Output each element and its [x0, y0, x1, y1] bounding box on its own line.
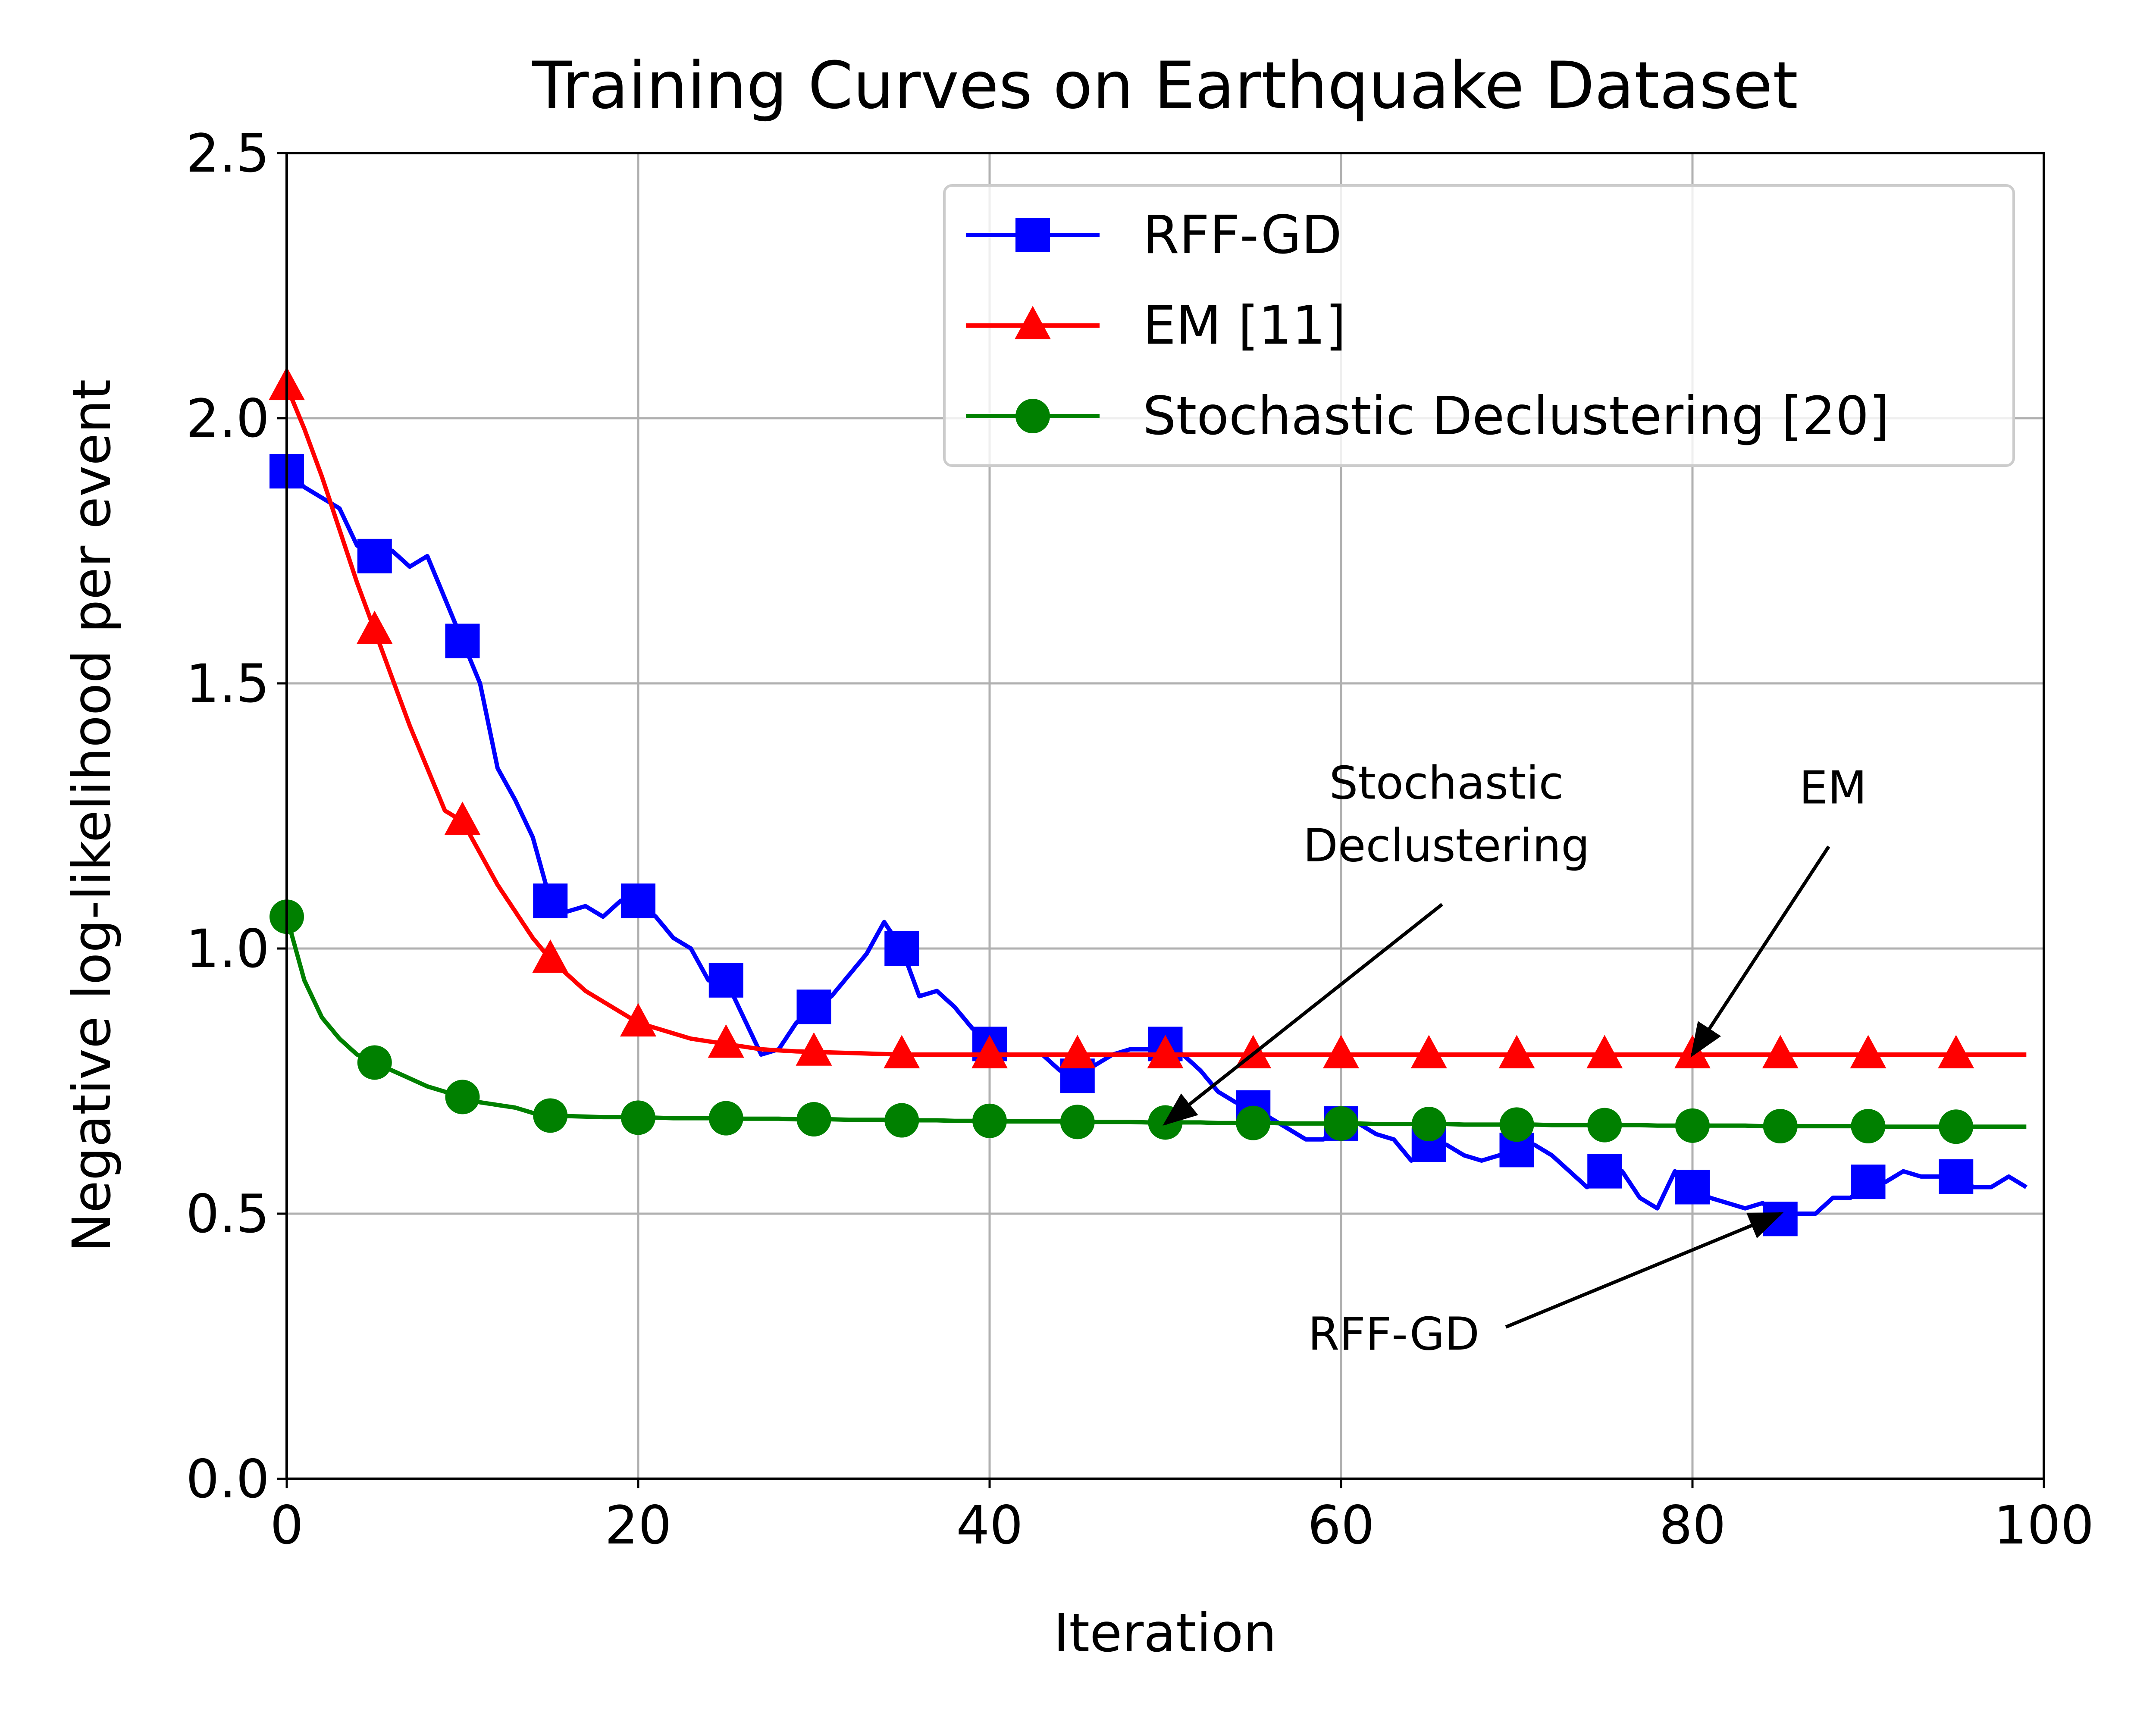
annotation-text-rff-gd: RFF-GD	[1308, 1308, 1479, 1360]
legend-items: RFF-GD EM [11] Stochastic Declustering [20…	[966, 204, 1890, 447]
x-tick-label: 100	[1994, 1495, 2094, 1556]
em-11-point	[532, 939, 569, 973]
rff-gd-point	[708, 963, 743, 998]
em-11-point	[356, 610, 393, 644]
em-11-point	[1059, 1035, 1096, 1068]
chart-title: Training Curves on Earthquake Dataset	[532, 48, 1798, 123]
em-11-point	[708, 1024, 744, 1058]
em-11-point	[1498, 1035, 1535, 1068]
em-11-point	[1147, 1035, 1184, 1068]
y-axis-label: Negative log-likelihood per event	[61, 379, 122, 1252]
em-11-point	[1938, 1035, 1974, 1068]
stochastic-declustering-20-point	[796, 1102, 831, 1137]
annotation-text-stochastic-declustering-20: Declustering	[1303, 820, 1590, 872]
em-11-point	[444, 801, 481, 835]
rff-gd-point	[1851, 1165, 1886, 1199]
legend-marker-stochastic-declustering-20	[1015, 399, 1050, 433]
em-11-point	[1410, 1035, 1447, 1068]
rff-gd-point	[445, 623, 480, 658]
rff-gd-point	[884, 931, 919, 966]
rff-gd-point	[1939, 1159, 1974, 1194]
stochastic-declustering-20-point	[1851, 1109, 1886, 1144]
x-tick-label: 80	[1659, 1495, 1726, 1556]
stochastic-declustering-20-point	[1236, 1105, 1271, 1140]
x-tick-label: 20	[605, 1495, 671, 1556]
rff-gd-point	[621, 883, 655, 918]
stochastic-declustering-20-point	[621, 1100, 655, 1135]
y-tick-label: 1.5	[186, 653, 270, 714]
annotations: Stochastic Declustering EM RFF-GD	[1163, 757, 1867, 1360]
stochastic-declustering-20-point	[357, 1045, 392, 1080]
annotation-arrow-stochastic-declustering-20	[1163, 903, 1443, 1126]
legend-box	[943, 184, 2015, 467]
axis-ticks: 0 20 40 60 80 100 0.0 0.5 1.0 1.5 2.0 2.5	[186, 123, 2094, 1556]
stochastic-declustering-20-point	[1587, 1108, 1622, 1143]
x-tick-label: 40	[956, 1495, 1023, 1556]
legend-label-stochastic-declustering-20: Stochastic Declustering [20]	[1143, 385, 1890, 447]
em-11-point	[796, 1032, 832, 1066]
rff-gd-point	[796, 989, 831, 1024]
stochastic-declustering-20-point	[1060, 1105, 1095, 1140]
rff-gd-point	[1587, 1154, 1622, 1189]
y-tick-label: 2.0	[186, 388, 270, 449]
x-axis-label: Iteration	[1053, 1603, 1277, 1664]
rff-gd-point	[533, 883, 568, 918]
em-11-point	[620, 1003, 656, 1037]
stochastic-declustering-20-point	[1411, 1107, 1446, 1142]
em-11-point	[1850, 1035, 1887, 1068]
stochastic-declustering-20-point	[533, 1098, 568, 1133]
em-11-point	[971, 1035, 1008, 1068]
em-11-point	[1586, 1035, 1623, 1068]
legend-marker-em-11	[1015, 306, 1051, 339]
stochastic-declustering-20-point	[884, 1103, 919, 1138]
em-11-point	[1762, 1035, 1799, 1068]
stochastic-declustering-20-point	[1763, 1109, 1798, 1144]
stochastic-declustering-20-point	[1499, 1107, 1534, 1142]
em-11-point	[884, 1035, 920, 1068]
x-tick-label: 0	[270, 1495, 304, 1556]
legend-label-rff-gd: RFF-GD	[1143, 204, 1342, 266]
annotation-text-em-11: EM	[1799, 762, 1867, 814]
stochastic-declustering-20-point	[1675, 1108, 1710, 1143]
stochastic-declustering-20-point	[708, 1101, 743, 1136]
rff-gd-point	[1675, 1170, 1710, 1205]
stochastic-declustering-20-point	[445, 1080, 480, 1115]
legend: RFF-GD EM [11] Stochastic Declustering [20…	[943, 184, 2015, 467]
plot-series	[269, 366, 2028, 1237]
x-tick-label: 60	[1307, 1495, 1374, 1556]
stochastic-declustering-20-point	[1324, 1106, 1358, 1141]
stochastic-declustering-20-point	[972, 1103, 1007, 1138]
annotation-arrow-em-11	[1690, 845, 1830, 1058]
plot-frame	[285, 152, 2045, 1480]
stochastic-declustering-20-point	[1939, 1109, 1974, 1144]
rff-gd-point	[357, 538, 392, 573]
annotation-arrow-rff-gd	[1505, 1212, 1784, 1329]
y-tick-label: 2.5	[186, 123, 270, 184]
em-11-point	[1323, 1035, 1359, 1068]
y-tick-label: 0.0	[186, 1449, 270, 1510]
y-tick-label: 1.0	[186, 918, 270, 980]
y-tick-label: 0.5	[186, 1183, 270, 1245]
legend-label-em-11: EM [11]	[1143, 295, 1346, 356]
legend-marker-rff-gd	[1015, 218, 1050, 252]
annotation-text-stochastic-declustering-20: Stochastic	[1329, 757, 1564, 810]
